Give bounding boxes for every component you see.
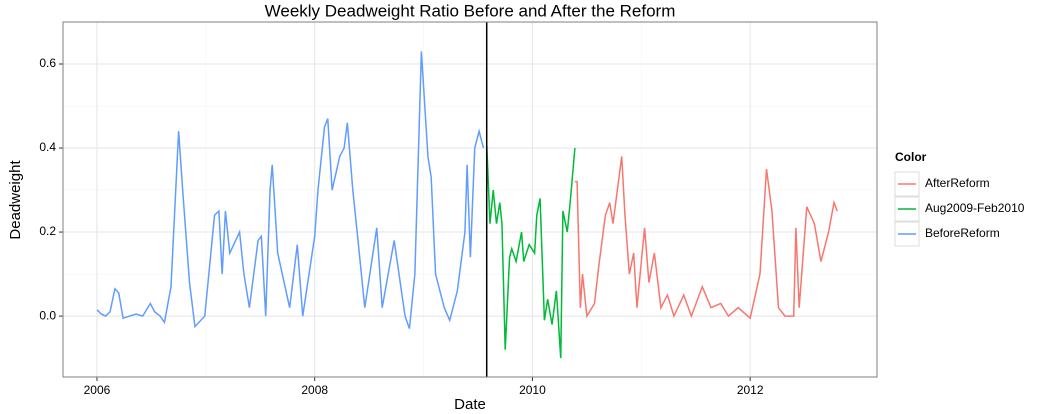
series-line — [96, 51, 485, 329]
x-tick-label: 2012 — [737, 383, 764, 397]
y-axis-label: Deadweight — [7, 160, 24, 240]
y-tick-label: 0.4 — [39, 140, 56, 154]
legend-label: AfterReform — [925, 176, 990, 190]
legend-label: BeforeReform — [925, 226, 1000, 240]
x-tick-label: 2010 — [519, 383, 546, 397]
y-tick-label: 0.0 — [39, 308, 56, 322]
plot-border — [62, 21, 878, 378]
x-tick-label: 2008 — [301, 383, 328, 397]
series-line — [574, 156, 838, 320]
plot-background — [63, 22, 877, 377]
y-tick-label: 0.6 — [39, 56, 56, 70]
chart-title: Weekly Deadweight Ratio Before and After… — [265, 1, 676, 20]
x-tick-label: 2006 — [84, 383, 111, 397]
legend-title: Color — [895, 150, 927, 164]
legend-label: Aug2009-Feb2010 — [925, 201, 1025, 215]
series-line — [485, 143, 576, 359]
x-axis-label: Date — [454, 396, 486, 413]
y-tick-label: 0.2 — [39, 224, 56, 238]
